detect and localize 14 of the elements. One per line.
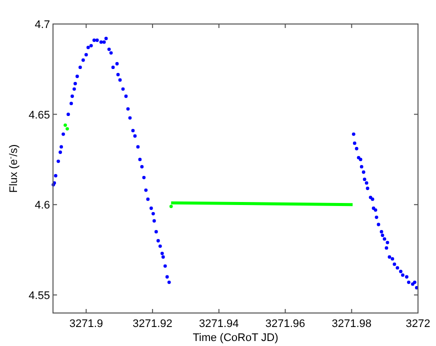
y-tick-label: 4.7 xyxy=(34,19,50,31)
x-tick-label: 3271.94 xyxy=(199,318,239,330)
y-tick-label: 4.65 xyxy=(28,109,50,122)
point xyxy=(64,123,67,127)
x-tick-label: 3271.92 xyxy=(132,318,172,330)
point xyxy=(169,204,173,208)
x-tick-label: 3271.9 xyxy=(69,318,104,330)
y-tick-label: 4.55 xyxy=(28,290,50,302)
x-axis-title: Time (CoRoT JD) xyxy=(192,332,278,344)
point xyxy=(66,127,69,130)
x-tick-label: 3271.98 xyxy=(332,318,372,330)
y-tick-label: 4.6 xyxy=(34,200,50,212)
x-tick-label: 3271.96 xyxy=(265,318,306,330)
x-tick-label: 3272 xyxy=(406,318,430,330)
